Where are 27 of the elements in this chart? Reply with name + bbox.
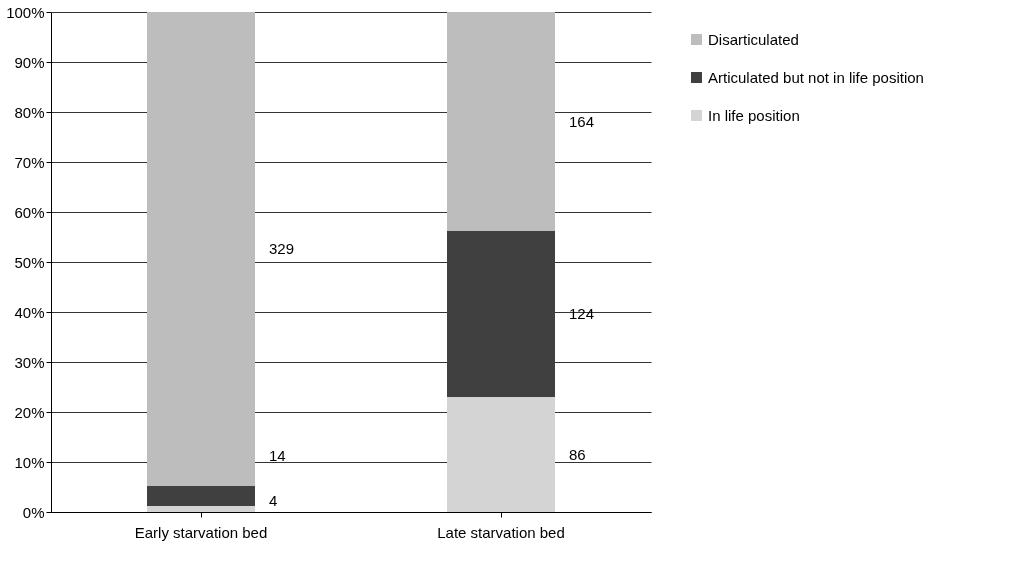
- y-tick-label: 90%: [14, 53, 45, 71]
- y-tick-label: 20%: [14, 403, 45, 421]
- y-tick-label: 10%: [14, 453, 45, 471]
- legend-label: In life position: [708, 106, 800, 124]
- x-tick-label: Early starvation bed: [134, 523, 268, 541]
- bar: [447, 397, 555, 512]
- y-tick-label: 100%: [6, 3, 45, 21]
- x-tick-label: Late starvation bed: [437, 523, 565, 541]
- legend-label: Disarticulated: [708, 30, 799, 48]
- bar: [147, 486, 255, 506]
- y-tick-label: 40%: [14, 303, 45, 321]
- annotation: 86: [569, 445, 586, 463]
- bar: [147, 12, 255, 486]
- y-tick-label: 60%: [14, 203, 45, 221]
- y-tick-label: 70%: [14, 153, 45, 171]
- y-tick-label: 30%: [14, 353, 45, 371]
- annotation: 4: [269, 492, 278, 509]
- legend-label: Articulated but not in life position: [708, 68, 924, 86]
- annotation: 164: [569, 112, 595, 130]
- bar: [447, 231, 555, 397]
- bar: [447, 12, 555, 231]
- y-tick-label: 50%: [14, 253, 45, 271]
- bar: [147, 506, 255, 512]
- y-tick-label: 0%: [22, 503, 45, 521]
- annotation: 14: [269, 447, 286, 464]
- y-tick-label: 80%: [14, 103, 45, 121]
- annotation: 329: [269, 240, 295, 257]
